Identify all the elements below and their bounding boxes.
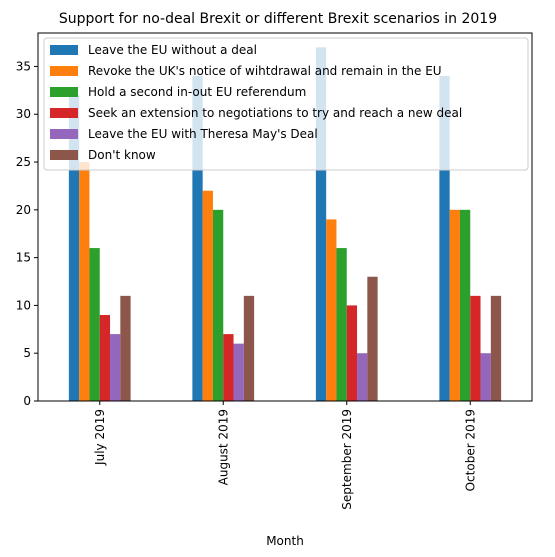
y-tick-label: 5 [23, 346, 31, 360]
y-tick-label: 10 [16, 298, 31, 312]
legend-swatch [50, 150, 78, 160]
series-3 [89, 209, 471, 401]
bar [243, 295, 255, 401]
bar [68, 95, 80, 401]
legend-label: Leave the EU without a deal [88, 43, 257, 57]
y-tick-label: 15 [16, 251, 31, 265]
y-tick-label: 35 [16, 59, 31, 73]
bar [99, 314, 111, 401]
series-1 [68, 47, 450, 402]
legend-label: Revoke the UK's notice of wihtdrawal and… [88, 64, 442, 78]
x-tick-label: July 2019 [93, 409, 107, 466]
y-tick-label: 20 [16, 203, 31, 217]
y-tick-label: 0 [23, 394, 31, 408]
chart-title: Support for no-deal Brexit or different … [59, 11, 497, 27]
bar [223, 334, 234, 401]
bar [336, 248, 347, 401]
x-tick-label: October 2019 [463, 409, 477, 491]
x-tick-label: September 2019 [340, 409, 354, 510]
plot-area: 0 5 10 15 20 25 30 35 July 2019 August 2019 Septem… [16, 32, 533, 510]
bar [357, 353, 368, 401]
legend-swatch [50, 45, 78, 55]
bar [79, 162, 90, 401]
series-2 [79, 162, 460, 401]
bar [439, 76, 450, 401]
bar [89, 248, 100, 401]
series-4 [99, 295, 481, 401]
bar [367, 276, 378, 401]
y-tick-label: 30 [16, 107, 31, 121]
x-axis-label: Month [266, 534, 304, 548]
bar [212, 209, 224, 401]
legend: Leave the EU without a deal Revoke the UK… [43, 37, 529, 171]
legend-label: Seek an extension to negotiations to try… [88, 106, 462, 120]
bar [202, 190, 213, 401]
bar [192, 76, 203, 401]
series-5 [110, 334, 491, 401]
bar [120, 295, 131, 401]
series-6 [120, 276, 502, 401]
bar [110, 334, 121, 401]
legend-label: Don't know [88, 148, 156, 162]
x-tick-label: August 2019 [216, 409, 230, 485]
y-tick-label: 25 [16, 155, 31, 169]
bar [470, 295, 481, 401]
legend-swatch [50, 129, 78, 139]
legend-label: Hold a second in-out EU referendum [88, 85, 306, 99]
bar [233, 343, 244, 401]
legend-swatch [50, 87, 78, 97]
bar [449, 209, 460, 401]
bar [326, 219, 337, 401]
bar [480, 353, 491, 401]
bar [490, 295, 502, 401]
bar [346, 305, 358, 401]
legend-box [43, 37, 529, 171]
plot-frame [37, 32, 533, 402]
legend-label: Leave the EU with Theresa May's Deal [88, 127, 318, 141]
bar [459, 209, 471, 401]
bar [315, 47, 327, 402]
legend-swatch [50, 66, 78, 76]
legend-swatch [50, 108, 78, 118]
